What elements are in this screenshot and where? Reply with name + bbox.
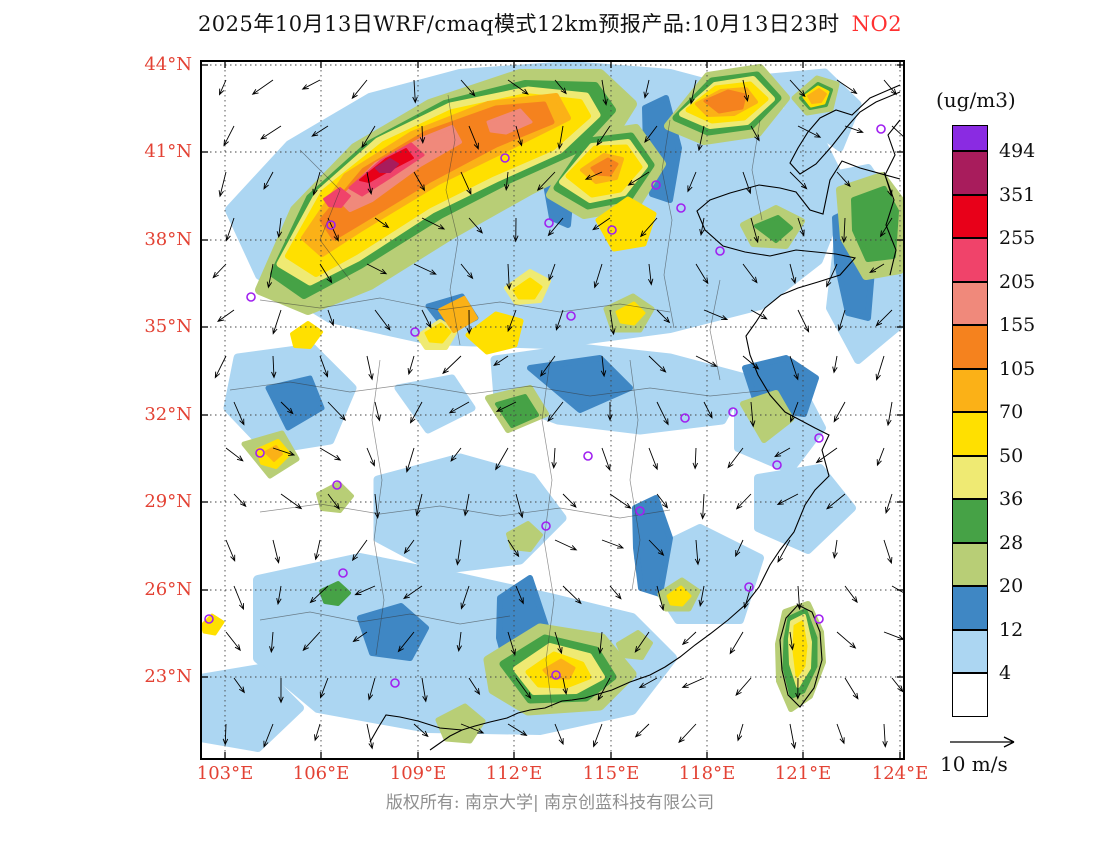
lon-tick-label: 109°E (389, 763, 447, 784)
lon-tick-label: 118°E (678, 763, 736, 784)
colorbar-cell (952, 238, 988, 282)
wind-arrow-layer (212, 79, 915, 750)
colorbar-tick-label: 155 (999, 314, 1036, 336)
colorbar-cell (952, 281, 988, 325)
colorbar-cell (952, 368, 988, 412)
colorbar-cell (952, 499, 988, 543)
colorbar-cell (952, 629, 988, 673)
map-plot (196, 60, 915, 760)
lat-tick-label: 44°N (144, 54, 192, 75)
legend-unit-label: (ug/m3) (936, 88, 1016, 112)
chart-title-pollutant: NO2 (851, 12, 903, 36)
chart-title-main: 2025年10月13日WRF/cmaq模式12km预报产品:10月13日23时 (197, 12, 840, 36)
pollution-fill-layer (196, 61, 904, 752)
lon-tick-label: 112°E (485, 763, 543, 784)
city-marker-layer (204, 124, 886, 688)
lat-tick-label: 38°N (144, 229, 192, 250)
lon-tick-label: 121°E (774, 763, 832, 784)
coastline-layer (369, 84, 901, 751)
lat-tick-label: 26°N (144, 579, 192, 600)
colorbar-tick-label: 105 (999, 357, 1036, 380)
colorbar-cell (952, 586, 988, 630)
colorbar-tick-label: 12 (999, 618, 1024, 641)
chart-title: 2025年10月13日WRF/cmaq模式12km预报产品:10月13日23时 N… (0, 8, 1100, 38)
colorbar-cell (952, 151, 988, 195)
lat-tick-label: 35°N (144, 316, 192, 337)
colorbar-cell (952, 194, 988, 238)
colorbar-cell (952, 542, 988, 586)
province-boundary-layer (229, 94, 771, 709)
lat-tick-label: 41°N (144, 141, 192, 162)
lat-tick-label: 23°N (144, 666, 192, 687)
lat-tick-label: 32°N (144, 404, 192, 425)
wind-scale-label: 10 m/s (940, 752, 1008, 776)
map-frame-border (200, 60, 905, 760)
colorbar-cell (952, 455, 988, 499)
colorbar-tick-label: 255 (999, 227, 1036, 249)
lon-tick-label: 115°E (582, 763, 640, 784)
colorbar-tick-label: 4 (999, 662, 1012, 684)
colorbar-tick-label: 36 (999, 488, 1024, 510)
colorbar-tick-label: 205 (999, 270, 1036, 293)
map-canvas (196, 60, 915, 760)
colorbar-tick-label: 50 (999, 444, 1024, 467)
copyright-text: 版权所有: 南京大学| 南京创蓝科技有限公司 (385, 793, 715, 813)
lon-tick-label: 124°E (871, 763, 929, 784)
colorbar-cell (952, 673, 988, 717)
colorbar-tick-label: 494 (999, 140, 1036, 162)
lat-tick-label: 29°N (144, 491, 192, 512)
colorbar-tick-label: 351 (999, 183, 1036, 206)
colorbar-cell (952, 125, 988, 151)
colorbar-tick-label: 70 (999, 401, 1024, 423)
lon-tick-label: 106°E (292, 763, 350, 784)
lon-tick-label: 103°E (196, 763, 254, 784)
colorbar-tick-label: 28 (999, 531, 1024, 554)
colorbar-cell (952, 325, 988, 369)
wind-scale-arrow-icon (950, 736, 1015, 748)
colorbar-cell (952, 412, 988, 456)
colorbar-tick-label: 20 (999, 575, 1024, 597)
